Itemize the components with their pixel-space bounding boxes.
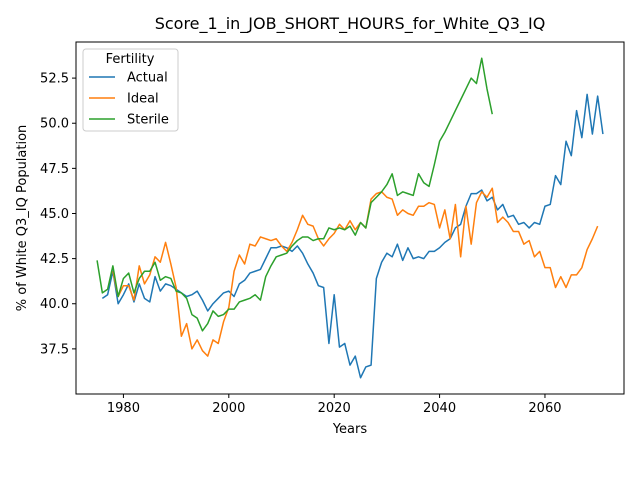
legend-title: Fertility <box>106 52 155 67</box>
y-tick-label: 37.5 <box>40 342 69 357</box>
x-tick-label: 2060 <box>528 401 561 416</box>
y-tick-label: 50.0 <box>40 117 69 132</box>
x-tick-label: 1980 <box>107 401 140 416</box>
y-tick-label: 52.5 <box>40 72 69 87</box>
legend-label-sterile: Sterile <box>127 113 169 128</box>
y-tick-label: 47.5 <box>40 162 69 177</box>
legend: Fertility Actual Ideal Sterile <box>83 49 178 131</box>
chart-title: Score_1_in_JOB_SHORT_HOURS_for_White_Q3_… <box>155 14 546 34</box>
legend-label-ideal: Ideal <box>127 92 159 107</box>
y-axis-label: % of White Q3_IQ Population <box>15 125 30 312</box>
y-tick-label: 42.5 <box>40 252 69 267</box>
legend-label-actual: Actual <box>127 71 168 86</box>
y-tick-label: 40.0 <box>40 297 69 312</box>
x-tick-label: 2020 <box>318 401 351 416</box>
x-tick-label: 2000 <box>212 401 245 416</box>
x-axis-label: Years <box>332 422 368 437</box>
x-tick-label: 2040 <box>423 401 456 416</box>
y-tick-label: 45.0 <box>40 207 69 222</box>
